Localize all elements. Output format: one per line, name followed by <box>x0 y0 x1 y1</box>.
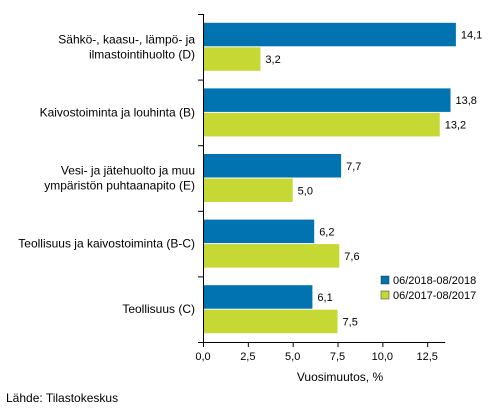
legend-swatch <box>380 290 390 300</box>
category-label-line: Vesi- ja jätehuolto ja muu <box>61 164 195 178</box>
x-tick-label: 12,5 <box>416 351 437 363</box>
x-axis-title: Vuosimuutos, % <box>297 370 384 384</box>
data-label: 5,0 <box>298 185 313 197</box>
category-label: Teollisuus (C) <box>122 302 195 316</box>
bar-series1 <box>203 285 313 309</box>
bars <box>203 22 456 334</box>
data-label: 6,2 <box>319 226 334 238</box>
bar-series2 <box>203 309 338 334</box>
category-label: Sähkö-, kaasu-, lämpö- ja ilmastointihuol… <box>58 32 195 61</box>
bar-series1 <box>203 88 451 112</box>
category-label-line: ilmastointihuolto (D) <box>89 47 195 61</box>
bar-series1 <box>203 22 456 47</box>
category-label-line: Teollisuus ja kaivostoiminta (B-C) <box>18 237 195 251</box>
category-label-line: ympäristön puhtaanapito (E) <box>44 179 195 193</box>
data-label: 6,1 <box>317 292 332 304</box>
category-label: Teollisuus ja kaivostoiminta (B-C) <box>18 237 195 251</box>
x-tick-label: 5,0 <box>285 351 300 363</box>
bar-series2 <box>203 178 293 202</box>
legend-label: 06/2018-08/2018 <box>393 275 476 287</box>
x-tick-label: 10,0 <box>372 351 393 363</box>
x-tick-label: 2,5 <box>240 351 255 363</box>
bar-series2 <box>203 112 440 137</box>
legend-swatch <box>380 275 390 285</box>
data-label: 13,8 <box>456 95 477 107</box>
legend: 06/2018-08/2018 06/2017-08/2017 <box>380 275 476 302</box>
source-note: Lähde: Tilastokeskus <box>6 391 119 405</box>
value-labels: 14,1 3,2 13,8 13,2 7,7 5,0 6,2 7,6 6,1 7,5 <box>265 30 482 329</box>
data-label: 3,2 <box>265 54 280 66</box>
x-tick-label: 7,5 <box>330 351 345 363</box>
bar-series1 <box>203 154 342 178</box>
axes: 0,0 2,5 5,0 7,5 10,0 12,5 <box>195 14 446 363</box>
bar-series1 <box>203 219 315 244</box>
x-tick-label: 0,0 <box>195 351 210 363</box>
data-label: 14,1 <box>461 30 482 42</box>
category-label-line: Sähkö-, kaasu-, lämpö- ja <box>58 32 195 46</box>
data-label: 7,7 <box>346 161 361 173</box>
bar-series2 <box>203 47 261 71</box>
bar-series2 <box>203 244 340 268</box>
data-label: 7,5 <box>343 316 358 328</box>
category-labels: Sähkö-, kaasu-, lämpö- ja ilmastointihuol… <box>18 32 195 316</box>
data-label: 13,2 <box>445 120 466 132</box>
legend-label: 06/2017-08/2017 <box>393 290 476 302</box>
category-label-line: Teollisuus (C) <box>122 302 195 316</box>
category-label: Kaivostoiminta ja louhinta (B) <box>40 105 195 119</box>
data-label: 7,6 <box>344 251 359 263</box>
category-label-line: Kaivostoiminta ja louhinta (B) <box>40 105 195 119</box>
category-label: Vesi- ja jätehuolto ja muu ympäristön puh… <box>44 164 195 193</box>
